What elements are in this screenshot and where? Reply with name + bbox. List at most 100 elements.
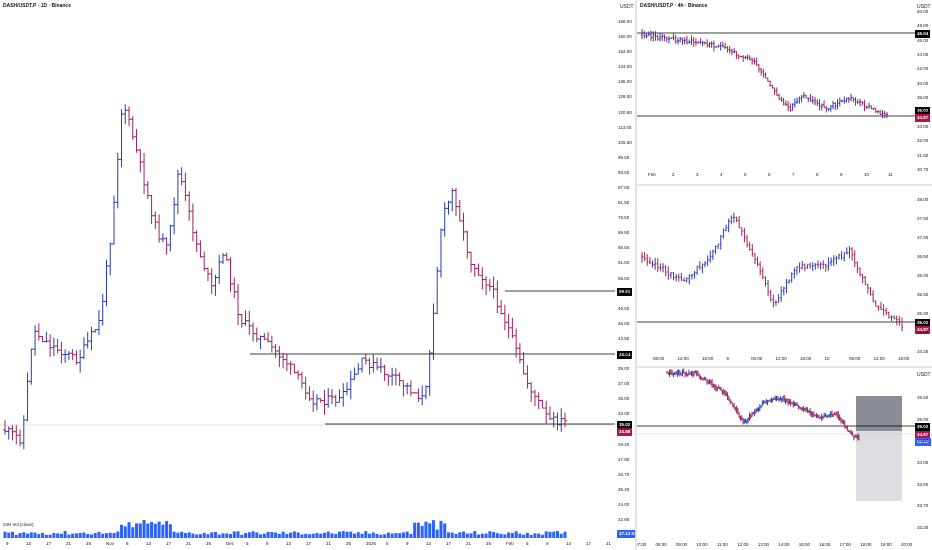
volume-bar bbox=[127, 522, 131, 538]
volume-bar bbox=[14, 534, 18, 538]
volume-bar bbox=[473, 531, 477, 538]
volume-bar bbox=[537, 533, 541, 538]
main-chart-pane[interactable]: DASH/USDT.P · 1D · Binance USDT 58.61 46… bbox=[0, 0, 635, 550]
volume-bar bbox=[183, 533, 187, 538]
candles-15m bbox=[637, 368, 917, 501]
volume-bar bbox=[469, 533, 473, 538]
price-tick-15m: 35.00 bbox=[917, 416, 929, 422]
price-tick: 69.50 bbox=[618, 230, 630, 236]
volume-bar bbox=[202, 532, 206, 538]
volume-bar bbox=[424, 521, 428, 538]
volume-bar bbox=[507, 532, 511, 538]
volume-bar bbox=[146, 523, 150, 538]
volume-bar bbox=[522, 534, 526, 538]
h-divider-1[interactable] bbox=[637, 184, 932, 186]
volume-bar bbox=[59, 533, 63, 538]
main-chart-title: DASH/USDT.P · 1D · Binance bbox=[3, 3, 71, 9]
volume-bar bbox=[18, 533, 22, 538]
volume-bar bbox=[307, 534, 311, 538]
volume-bar bbox=[334, 534, 338, 538]
time-tick-4h: Feb bbox=[648, 172, 656, 177]
h-divider-2[interactable] bbox=[637, 366, 932, 368]
price-tick: 120.50 bbox=[618, 109, 632, 115]
time-tick: 9 bbox=[546, 541, 549, 546]
chart-1h-pane[interactable]: 35.02 34.87 38.00 37.50 37.00 36.50 36.00 35.… bbox=[637, 186, 932, 366]
price-tick-15m: 34.00 bbox=[917, 460, 929, 465]
volume-bar bbox=[232, 531, 236, 538]
time-tick: 9 bbox=[406, 541, 409, 546]
volume-bar bbox=[510, 532, 514, 538]
time-tick: 21 bbox=[186, 541, 192, 546]
volume-bar bbox=[244, 533, 248, 538]
sub-price-15m: 00:10 bbox=[915, 438, 931, 446]
volume-bar bbox=[480, 533, 484, 538]
volume-bar bbox=[11, 531, 15, 538]
unit-4h: USDT bbox=[917, 4, 931, 10]
volume-bar bbox=[409, 534, 413, 538]
price-tick: 46.50 bbox=[618, 320, 630, 326]
time-tick-15m: 16:00 bbox=[819, 542, 831, 547]
time-tick-4h: 8 bbox=[816, 172, 819, 177]
volume-bar bbox=[544, 531, 548, 538]
volume-bar bbox=[428, 523, 432, 538]
time-tick-15m: 09:00 bbox=[675, 542, 688, 547]
main-unit-label: USDT bbox=[620, 4, 634, 10]
chart-4h-pane[interactable]: DASH/USDT.P · 4h · Binance USDT 46.04 35… bbox=[637, 0, 932, 184]
volume-bar bbox=[379, 534, 383, 538]
volume-bar bbox=[488, 531, 492, 538]
volume-bar bbox=[420, 525, 424, 538]
volume-bar bbox=[458, 532, 462, 538]
volume-bar bbox=[319, 533, 323, 538]
price-tick-4h: 38.00 bbox=[917, 95, 929, 101]
volume-bar bbox=[7, 532, 11, 538]
volume-bar bbox=[187, 532, 191, 538]
volume-bar bbox=[413, 522, 417, 538]
time-tick-4h: 3 bbox=[696, 172, 699, 177]
volume-bar bbox=[195, 534, 199, 538]
risk-box-bottom bbox=[856, 431, 902, 501]
price-tick-4h: 46.00 bbox=[917, 37, 929, 43]
volume-bar bbox=[563, 531, 567, 538]
time-tick-15m: 08:00 bbox=[655, 542, 667, 547]
price-tick-15m: 35.50 bbox=[917, 395, 929, 400]
price-tick-4h: 31.50 bbox=[917, 152, 929, 158]
volume-bar bbox=[131, 527, 135, 538]
volume-bar bbox=[326, 531, 330, 538]
price-tick: 99.50 bbox=[618, 154, 630, 160]
volume-bar bbox=[450, 532, 454, 538]
chart-4h-title: DASH/USDT.P · 4h · Binance bbox=[640, 3, 708, 9]
volume-bar bbox=[270, 532, 274, 538]
price-tick-4h: 44.00 bbox=[917, 52, 929, 58]
time-tick-4h: 7 bbox=[792, 172, 795, 177]
price-tick-15m: 33.50 bbox=[917, 481, 929, 487]
volume-bar bbox=[375, 534, 379, 538]
time-tick-1h: 10 bbox=[824, 356, 830, 361]
volume-bar bbox=[484, 533, 488, 538]
price-tick: 41.00 bbox=[618, 351, 630, 356]
volume-bar bbox=[401, 532, 405, 538]
level-15m-1: 35.02 bbox=[915, 423, 931, 431]
volume-bar bbox=[465, 533, 469, 538]
volume-bar bbox=[165, 521, 169, 538]
time-tick: 5 bbox=[246, 541, 249, 546]
price-tick-1h: 34.50 bbox=[917, 330, 929, 335]
time-tick: 17 bbox=[446, 541, 452, 546]
volume-bar bbox=[37, 534, 41, 538]
volume-bar bbox=[153, 523, 157, 538]
price-tick-15m: 33.30 bbox=[917, 525, 929, 530]
volume-bar bbox=[262, 533, 266, 538]
time-tick-15m: 17:00 bbox=[839, 542, 851, 547]
chart-15m-pane[interactable]: USDT 35.02 34.87 00:10 35.50 35.00 34.50 34… bbox=[637, 368, 932, 550]
volume-bar bbox=[93, 532, 97, 538]
volume-bar bbox=[221, 533, 225, 538]
volume-bar bbox=[108, 532, 112, 538]
time-tick: 25 bbox=[86, 541, 92, 546]
time-tick-1h: 06:00 bbox=[653, 356, 665, 361]
volume-bar bbox=[300, 534, 304, 538]
pane-divider[interactable] bbox=[635, 0, 637, 550]
volume-bar bbox=[416, 522, 420, 538]
volume-bar bbox=[251, 531, 255, 538]
time-tick: 25 bbox=[206, 541, 212, 546]
volume-bar bbox=[266, 531, 270, 538]
price-tick-4h: 40.00 bbox=[917, 80, 929, 86]
